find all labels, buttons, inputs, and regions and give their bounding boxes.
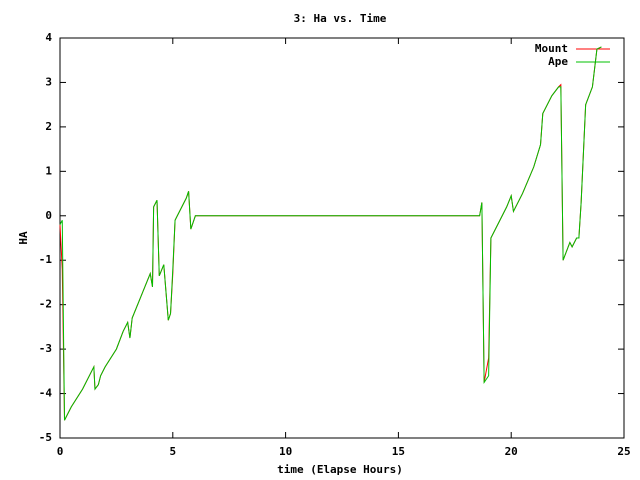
y-axis-label: HA [17,231,30,245]
y-tick-label: 4 [45,31,52,44]
legend-label: Ape [548,55,568,68]
y-tick-label: 0 [45,209,52,222]
y-tick-label: 3 [45,75,52,88]
y-tick-label: 1 [45,164,52,177]
y-tick-label: 2 [45,120,52,133]
series-line [59,46,602,421]
y-tick-label: -4 [39,387,53,400]
x-tick-label: 5 [169,445,176,458]
x-tick-label: 0 [57,445,64,458]
legend-label: Mount [535,42,568,55]
series-line [59,46,602,421]
x-axis-label: time (Elapse Hours) [277,463,403,476]
y-tick-label: -2 [39,298,52,311]
plot-frame [59,37,625,439]
chart-title: 3: Ha vs. Time [294,12,387,25]
x-tick-label: 25 [617,445,630,458]
x-tick-label: 20 [505,445,518,458]
y-tick-label: -3 [39,342,52,355]
y-tick-label: -1 [39,253,53,266]
x-tick-label: 10 [279,445,292,458]
x-tick-label: 15 [392,445,405,458]
y-tick-label: -5 [39,431,52,444]
